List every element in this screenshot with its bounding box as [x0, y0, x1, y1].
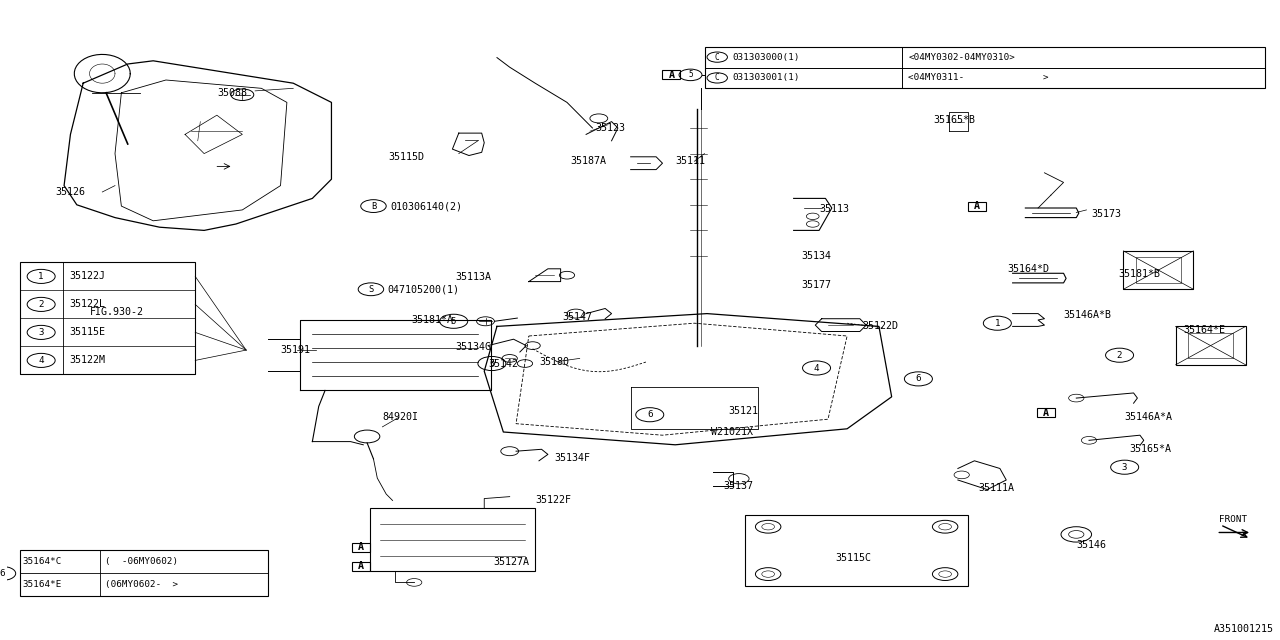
Text: 35113: 35113: [819, 204, 849, 214]
Bar: [704, 47, 1265, 88]
Text: 35115E: 35115E: [69, 328, 105, 337]
Text: W21021X: W21021X: [710, 427, 753, 437]
Text: A: A: [357, 561, 364, 572]
Text: 35164*E: 35164*E: [22, 580, 61, 589]
Text: 35181*A: 35181*A: [412, 315, 453, 325]
Text: 6: 6: [915, 374, 922, 383]
Text: 031303000(1): 031303000(1): [732, 52, 800, 61]
Text: (06MY0602-  >: (06MY0602- >: [105, 580, 178, 589]
Text: 010306140(2): 010306140(2): [390, 201, 462, 211]
Text: 35173: 35173: [1092, 209, 1121, 220]
Text: 35123: 35123: [595, 123, 625, 133]
Bar: [1188, 333, 1233, 358]
Text: 35137: 35137: [723, 481, 754, 492]
Bar: [1137, 257, 1180, 283]
Text: 35111A: 35111A: [978, 483, 1014, 493]
Text: C: C: [714, 52, 719, 61]
Text: 35147: 35147: [562, 312, 591, 322]
Text: 35115D: 35115D: [389, 152, 425, 162]
Text: A: A: [357, 542, 364, 552]
Text: 1: 1: [995, 319, 1000, 328]
Text: 3: 3: [1121, 463, 1128, 472]
Text: 35177: 35177: [801, 280, 831, 290]
Text: A: A: [668, 70, 675, 80]
Text: <04MY0311-              >: <04MY0311- >: [909, 74, 1048, 83]
Text: 35122J: 35122J: [69, 271, 105, 282]
Text: 35127A: 35127A: [493, 557, 529, 567]
Text: 35164*D: 35164*D: [1007, 264, 1050, 274]
Text: 35113A: 35113A: [454, 272, 492, 282]
Text: A: A: [1043, 408, 1048, 418]
Text: 35134F: 35134F: [554, 452, 590, 463]
Text: A351001215: A351001215: [1213, 623, 1274, 634]
Text: 35146A*A: 35146A*A: [1125, 412, 1172, 422]
Text: 3: 3: [38, 328, 44, 337]
Text: B: B: [371, 202, 376, 211]
Text: 35115C: 35115C: [836, 553, 872, 563]
Text: S: S: [369, 285, 374, 294]
Text: 35187A: 35187A: [571, 156, 607, 166]
Bar: [352, 543, 370, 552]
Text: 031303001(1): 031303001(1): [732, 74, 800, 83]
Text: 35111: 35111: [676, 156, 705, 166]
Text: 35146: 35146: [1076, 540, 1106, 550]
Text: C: C: [714, 74, 719, 83]
Text: 2: 2: [38, 300, 44, 309]
Text: 6: 6: [489, 359, 494, 368]
Text: 35122D: 35122D: [863, 321, 899, 332]
Bar: [745, 515, 968, 586]
Text: 35181*B: 35181*B: [1119, 269, 1160, 279]
Text: 35164*C: 35164*C: [22, 557, 61, 566]
Text: 35121: 35121: [728, 406, 759, 416]
Text: 35122M: 35122M: [69, 355, 105, 365]
Text: 35134: 35134: [801, 251, 831, 261]
Text: FRONT: FRONT: [1219, 515, 1247, 524]
Text: 1: 1: [38, 272, 44, 281]
Text: 35126: 35126: [55, 187, 86, 197]
Text: 6: 6: [646, 410, 653, 419]
Text: 5: 5: [451, 317, 457, 326]
Bar: [1124, 251, 1193, 289]
Text: 6: 6: [0, 569, 5, 578]
Text: 35146A*B: 35146A*B: [1064, 310, 1111, 320]
Text: 35180: 35180: [539, 356, 570, 367]
Text: 35134G: 35134G: [454, 342, 492, 352]
Text: 84920I: 84920I: [383, 412, 419, 422]
Text: 35191: 35191: [280, 345, 311, 355]
Bar: [1175, 326, 1245, 365]
Text: 047105200(1): 047105200(1): [388, 284, 460, 294]
Bar: [19, 262, 196, 374]
Text: 35164*E: 35164*E: [1183, 324, 1225, 335]
Text: <04MY0302-04MY0310>: <04MY0302-04MY0310>: [909, 52, 1015, 61]
Bar: [663, 70, 680, 79]
Text: FIG.930-2: FIG.930-2: [90, 307, 143, 317]
Text: 35088: 35088: [216, 88, 247, 98]
Text: 4: 4: [38, 356, 44, 365]
Text: A: A: [974, 201, 980, 211]
Bar: [370, 508, 535, 571]
Bar: [968, 202, 986, 211]
Bar: [19, 550, 268, 596]
Text: 2: 2: [1116, 351, 1123, 360]
Bar: [1037, 408, 1055, 417]
Text: 35165*B: 35165*B: [933, 115, 975, 125]
Text: 35122F: 35122F: [535, 495, 571, 506]
Text: 35142: 35142: [488, 358, 518, 369]
Text: 35165*A: 35165*A: [1130, 444, 1171, 454]
Bar: [352, 562, 370, 571]
Text: 4: 4: [814, 364, 819, 372]
Text: 35122L: 35122L: [69, 300, 105, 309]
Text: 5: 5: [689, 70, 692, 79]
Text: (  -06MY0602): ( -06MY0602): [105, 557, 178, 566]
